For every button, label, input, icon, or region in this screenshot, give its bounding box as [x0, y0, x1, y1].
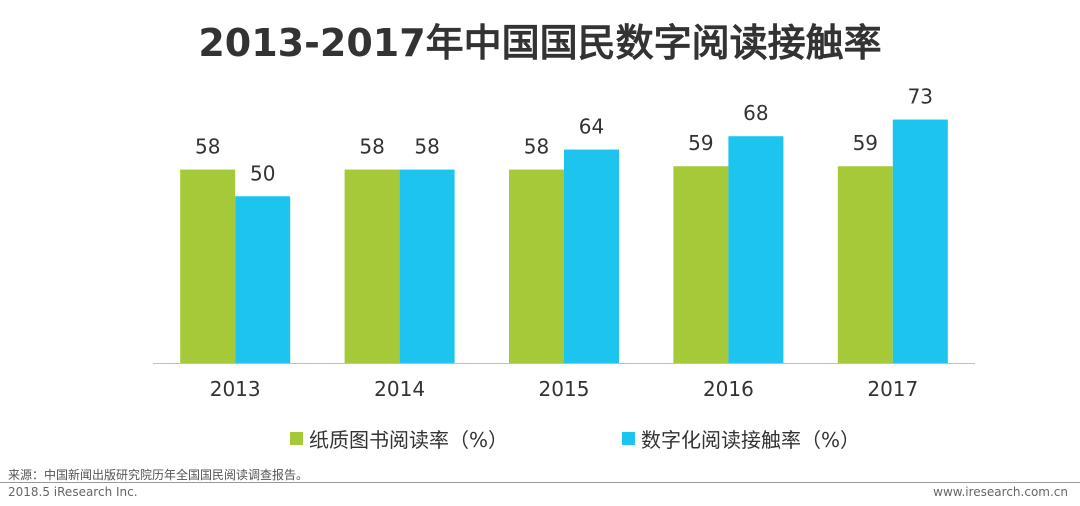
bar-digital-2015 — [564, 149, 619, 363]
legend-label-digital: 数字化阅读接触率（%） — [641, 428, 861, 452]
legend-swatch-print — [290, 432, 303, 445]
bar-print-2017 — [837, 166, 893, 363]
data-label-digital-2013: 50 — [250, 161, 275, 185]
bar-digital-2016 — [728, 136, 784, 363]
chart-title: 2013-2017年中国国民数字阅读接触率 — [198, 21, 882, 65]
legend-item-digital: 数字化阅读接触率（%） — [622, 424, 860, 453]
data-label-print-2016: 59 — [688, 131, 713, 155]
bar-print-2016 — [673, 166, 729, 363]
footer-divider — [0, 482, 1080, 483]
legend-swatch-digital — [622, 432, 635, 445]
x-tick-label-2014: 2014 — [374, 377, 425, 401]
bar-chart: 58 50 2013 58 58 2014 58 64 2015 59 68 2016 59 73 2017 — [153, 85, 975, 401]
data-label-digital-2014: 58 — [414, 135, 439, 159]
website-link[interactable]: www.iresearch.com.cn — [933, 485, 1068, 499]
data-label-digital-2016: 68 — [743, 101, 768, 125]
data-label-digital-2015: 64 — [579, 115, 604, 139]
bar-print-2015 — [509, 169, 564, 363]
data-label-print-2017: 59 — [853, 131, 878, 155]
bar-digital-2017 — [892, 119, 948, 363]
data-label-print-2014: 58 — [359, 135, 384, 159]
x-tick-label-2015: 2015 — [539, 377, 590, 401]
x-tick-label-2017: 2017 — [867, 377, 918, 401]
bar-print-2014 — [344, 169, 400, 363]
bar-print-2013 — [180, 169, 236, 363]
data-label-print-2015: 58 — [524, 135, 549, 159]
legend: 纸质图书阅读率（%） 数字化阅读接触率（%） — [0, 424, 1080, 454]
legend-label-print: 纸质图书阅读率（%） — [309, 428, 509, 452]
legend-item-print: 纸质图书阅读率（%） — [290, 424, 508, 453]
source-note: 来源：中国新闻出版研究院历年全国国民阅读调查报告。 — [8, 468, 309, 482]
copyright-text: 2018.5 iResearch Inc. — [8, 485, 138, 499]
bar-digital-2014 — [399, 169, 455, 363]
x-tick-label-2016: 2016 — [703, 377, 754, 401]
bar-digital-2013 — [235, 196, 291, 363]
x-tick-label-2013: 2013 — [210, 377, 261, 401]
data-label-digital-2017: 73 — [908, 85, 933, 109]
data-label-print-2013: 58 — [195, 135, 220, 159]
